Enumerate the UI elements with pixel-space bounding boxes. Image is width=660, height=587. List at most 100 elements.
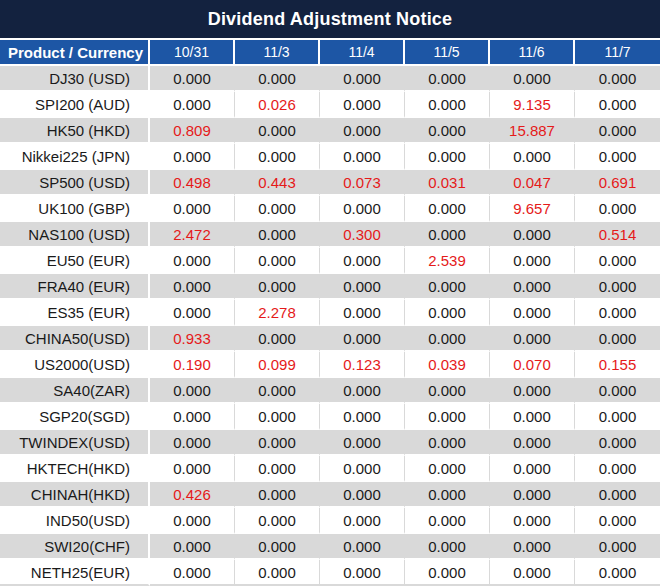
value-cell: 0.000 — [575, 66, 660, 92]
value-cell: 0.000 — [575, 534, 660, 560]
column-header-row: Product / Currency 10/31 11/3 11/4 11/5 … — [0, 40, 660, 66]
value-cell: 0.000 — [235, 248, 320, 274]
value-cell: 0.000 — [150, 560, 235, 586]
value-cell: 0.000 — [320, 534, 405, 560]
value-cell: 2.278 — [235, 300, 320, 326]
value-cell: 0.000 — [150, 378, 235, 404]
value-cell: 0.426 — [150, 482, 235, 508]
value-cell: 0.000 — [235, 456, 320, 482]
value-cell: 0.000 — [320, 560, 405, 586]
value-cell: 0.000 — [320, 92, 405, 118]
value-cell: 0.000 — [235, 118, 320, 144]
value-cell: 0.000 — [575, 456, 660, 482]
product-cell: FRA40 (EUR) — [0, 274, 150, 300]
value-cell: 0.000 — [405, 66, 490, 92]
value-cell: 0.000 — [405, 118, 490, 144]
value-cell: 0.000 — [235, 534, 320, 560]
value-cell: 0.000 — [150, 274, 235, 300]
value-cell: 0.933 — [150, 326, 235, 352]
value-cell: 0.000 — [150, 300, 235, 326]
value-cell: 0.000 — [150, 92, 235, 118]
product-cell: TWINDEX(USD) — [0, 430, 150, 456]
value-cell: 0.000 — [490, 274, 575, 300]
value-cell: 0.000 — [320, 300, 405, 326]
value-cell: 0.000 — [320, 66, 405, 92]
value-cell: 0.000 — [575, 118, 660, 144]
value-cell: 0.000 — [490, 534, 575, 560]
value-cell: 0.070 — [490, 352, 575, 378]
value-cell: 9.135 — [490, 92, 575, 118]
value-cell: 0.000 — [575, 274, 660, 300]
value-cell: 0.000 — [575, 508, 660, 534]
table-row: SWI20(CHF)0.0000.0000.0000.0000.0000.000 — [0, 534, 660, 560]
product-cell: ES35 (EUR) — [0, 300, 150, 326]
value-cell: 9.657 — [490, 196, 575, 222]
value-cell: 0.498 — [150, 170, 235, 196]
page-title: Dividend Adjustment Notice — [0, 0, 660, 40]
value-cell: 0.000 — [320, 196, 405, 222]
column-header-product: Product / Currency — [0, 40, 150, 66]
table-row: ES35 (EUR)0.0002.2780.0000.0000.0000.000 — [0, 300, 660, 326]
product-cell: CHINA50(USD) — [0, 326, 150, 352]
value-cell: 0.000 — [320, 378, 405, 404]
table-row: SA40(ZAR)0.0000.0000.0000.0000.0000.000 — [0, 378, 660, 404]
table-row: TWINDEX(USD)0.0000.0000.0000.0000.0000.0… — [0, 430, 660, 456]
product-cell: NETH25(EUR) — [0, 560, 150, 586]
value-cell: 0.000 — [405, 482, 490, 508]
value-cell: 0.000 — [320, 144, 405, 170]
value-cell: 0.000 — [405, 378, 490, 404]
table-row: DJ30 (USD)0.0000.0000.0000.0000.0000.000 — [0, 66, 660, 92]
value-cell: 15.887 — [490, 118, 575, 144]
table-row: US2000(USD)0.1900.0990.1230.0390.0700.15… — [0, 352, 660, 378]
table-row: EU50 (EUR)0.0000.0000.0002.5390.0000.000 — [0, 248, 660, 274]
value-cell: 0.443 — [235, 170, 320, 196]
value-cell: 0.026 — [235, 92, 320, 118]
column-header-date-3: 11/4 — [320, 40, 405, 66]
product-cell: SGP20(SGD) — [0, 404, 150, 430]
value-cell: 0.000 — [575, 378, 660, 404]
value-cell: 0.000 — [405, 404, 490, 430]
product-cell: US2000(USD) — [0, 352, 150, 378]
value-cell: 0.000 — [405, 508, 490, 534]
table-row: CHINA50(USD)0.9330.0000.0000.0000.0000.0… — [0, 326, 660, 352]
value-cell: 0.000 — [575, 404, 660, 430]
value-cell: 0.000 — [320, 248, 405, 274]
value-cell: 0.000 — [320, 274, 405, 300]
value-cell: 0.000 — [490, 378, 575, 404]
value-cell: 0.190 — [150, 352, 235, 378]
value-cell: 0.000 — [575, 196, 660, 222]
product-cell: IND50(USD) — [0, 508, 150, 534]
value-cell: 0.000 — [575, 560, 660, 586]
value-cell: 0.000 — [150, 248, 235, 274]
product-cell: CHINAH(HKD) — [0, 482, 150, 508]
product-cell: NAS100 (USD) — [0, 222, 150, 248]
value-cell: 0.000 — [575, 300, 660, 326]
column-header-date-6: 11/7 — [575, 40, 660, 66]
value-cell: 0.000 — [405, 300, 490, 326]
value-cell: 0.000 — [235, 326, 320, 352]
table-row: FRA40 (EUR)0.0000.0000.0000.0000.0000.00… — [0, 274, 660, 300]
value-cell: 0.000 — [405, 196, 490, 222]
table-row: CHINAH(HKD)0.4260.0000.0000.0000.0000.00… — [0, 482, 660, 508]
table-row: NETH25(EUR)0.0000.0000.0000.0000.0000.00… — [0, 560, 660, 586]
value-cell: 0.000 — [320, 326, 405, 352]
value-cell: 0.000 — [150, 196, 235, 222]
value-cell: 0.000 — [490, 66, 575, 92]
product-cell: DJ30 (USD) — [0, 66, 150, 92]
value-cell: 0.000 — [490, 456, 575, 482]
table-row: IND50(USD)0.0000.0000.0000.0000.0000.000 — [0, 508, 660, 534]
value-cell: 0.000 — [235, 378, 320, 404]
value-cell: 0.000 — [405, 144, 490, 170]
column-header-date-1: 10/31 — [150, 40, 235, 66]
value-cell: 0.047 — [490, 170, 575, 196]
product-cell: UK100 (GBP) — [0, 196, 150, 222]
table-row: SPI200 (AUD)0.0000.0260.0000.0009.1350.0… — [0, 92, 660, 118]
value-cell: 0.514 — [575, 222, 660, 248]
value-cell: 0.000 — [320, 430, 405, 456]
value-cell: 0.000 — [490, 508, 575, 534]
value-cell: 0.039 — [405, 352, 490, 378]
value-cell: 0.000 — [490, 430, 575, 456]
value-cell: 0.000 — [490, 144, 575, 170]
value-cell: 0.000 — [235, 482, 320, 508]
value-cell: 0.000 — [575, 326, 660, 352]
